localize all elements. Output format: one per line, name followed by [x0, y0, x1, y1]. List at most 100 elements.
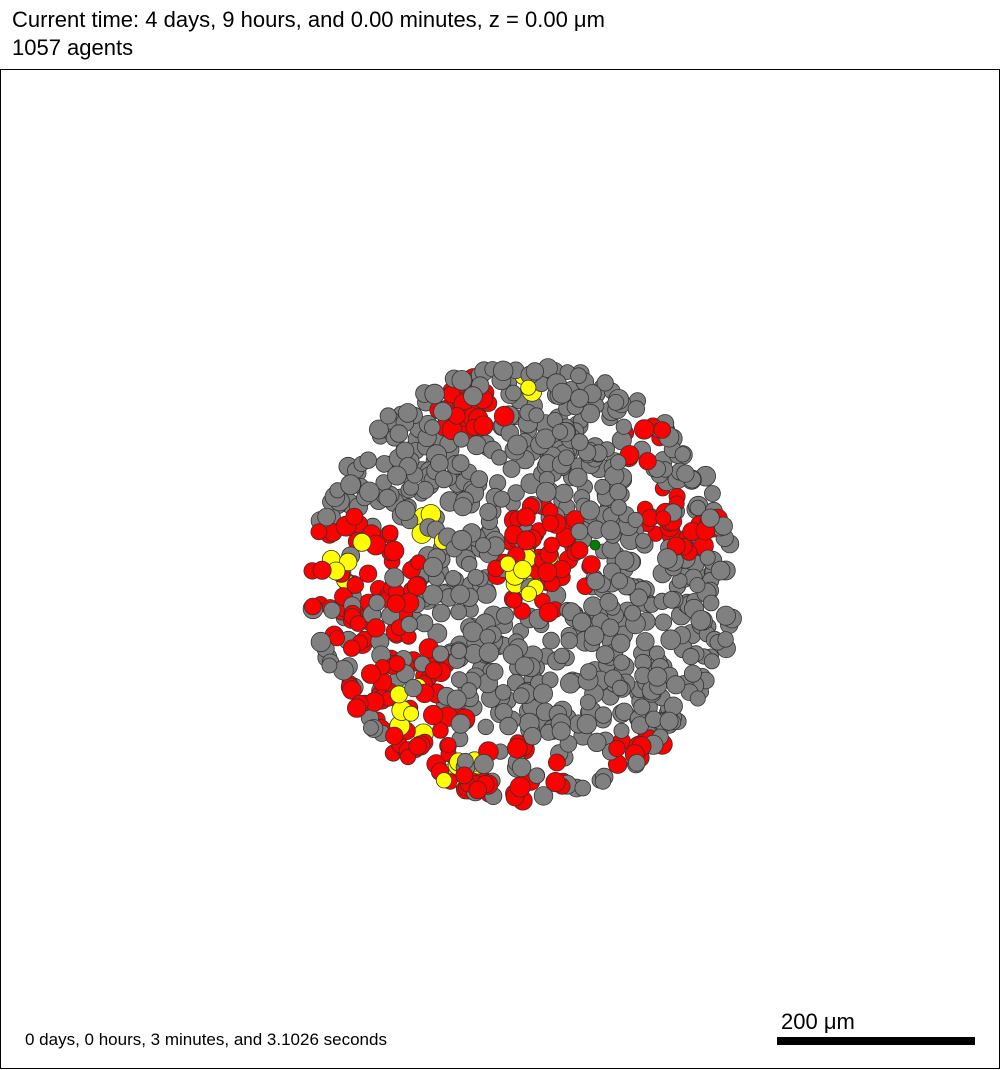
agent-cell — [666, 675, 686, 695]
agent-cell — [317, 507, 336, 527]
agent-cell — [505, 592, 523, 609]
agent-cell — [385, 726, 404, 746]
agent-cell — [683, 664, 702, 683]
agent-cell — [359, 481, 380, 503]
agent-cell — [303, 597, 322, 616]
agent-cell — [445, 570, 462, 587]
agent-cell — [607, 393, 625, 411]
agent-cell — [450, 642, 468, 660]
agent-cell — [551, 423, 569, 440]
agent-cell — [473, 415, 494, 436]
agent-cell — [570, 388, 589, 408]
agent-cell — [613, 654, 630, 671]
agent-cell — [570, 541, 589, 560]
agent-cell — [495, 684, 512, 701]
agent-cell — [433, 401, 453, 422]
agent-cell — [551, 382, 573, 404]
agent-cell — [594, 478, 611, 495]
agent-cell — [560, 673, 581, 694]
agent-cell — [587, 732, 607, 753]
agent-cell — [368, 419, 389, 440]
agent-cell — [580, 403, 601, 424]
agent-cell — [570, 522, 589, 541]
agent-cell — [451, 454, 470, 473]
agent-cell — [450, 584, 471, 605]
agent-cell — [423, 704, 444, 726]
agent-cell — [345, 507, 364, 526]
agent-cell — [572, 612, 592, 632]
agent-cell — [343, 639, 361, 657]
agent-cell — [450, 603, 468, 621]
agent-cell — [477, 718, 495, 736]
agent-cell — [349, 615, 367, 632]
agent-cell — [609, 482, 628, 501]
agent-cell — [479, 628, 496, 646]
cell-cluster — [302, 358, 742, 811]
agent-count-label: 1057 agents — [12, 35, 134, 60]
agent-cell — [702, 594, 720, 612]
agent-cell — [499, 716, 518, 736]
agent-cell — [554, 483, 574, 503]
agent-cell — [506, 737, 528, 759]
agent-cell — [378, 488, 397, 508]
agent-cell — [582, 555, 601, 574]
agent-cell — [381, 524, 399, 542]
agent-cell — [435, 772, 453, 789]
agent-cell — [634, 419, 655, 440]
agent-cell — [541, 514, 559, 532]
agent-cell-green — [589, 539, 601, 551]
agent-cell — [638, 452, 657, 471]
agent-cell — [427, 623, 448, 644]
agent-cell — [535, 481, 557, 503]
agent-cell — [352, 532, 372, 552]
agent-cell — [496, 606, 514, 625]
agent-cell — [558, 449, 575, 467]
agent-cell — [654, 613, 673, 631]
agent-cell — [360, 664, 381, 684]
agent-cell — [493, 405, 515, 427]
agent-cell — [422, 584, 444, 606]
agent-cell — [394, 500, 416, 521]
agent-cell — [567, 467, 588, 488]
agent-cell — [388, 655, 406, 673]
agent-cell — [608, 739, 626, 758]
agent-cell — [657, 548, 678, 569]
agent-cell — [404, 678, 423, 698]
agent-cell — [611, 572, 629, 590]
agent-cell — [386, 594, 406, 613]
agent-cell — [700, 508, 720, 528]
agent-cell — [516, 530, 537, 551]
agent-cell — [505, 384, 522, 402]
agent-cell — [689, 577, 706, 594]
agent-cell — [408, 737, 427, 756]
agent-cell — [312, 560, 332, 580]
agent-cell — [513, 560, 533, 580]
agent-cell — [516, 507, 536, 527]
agent-cell — [543, 536, 560, 554]
agent-cell — [660, 629, 681, 650]
agent-cell — [653, 421, 672, 439]
scale-bar-label: 200 μm — [781, 1009, 855, 1034]
agent-cell — [397, 403, 418, 423]
agent-cell — [461, 555, 478, 573]
agent-cell — [520, 585, 537, 602]
agent-cell — [523, 727, 542, 746]
agent-cell — [493, 360, 514, 382]
agent-cell — [528, 767, 545, 784]
agent-cell — [395, 441, 415, 461]
agent-cell — [553, 647, 571, 665]
agent-cell — [600, 520, 621, 541]
agent-cell — [594, 706, 613, 724]
agent-cell — [358, 564, 378, 583]
agent-cell — [717, 631, 734, 648]
current-time-label: Current time: 4 days, 9 hours, and 0.00 … — [12, 7, 605, 32]
agent-cell — [424, 661, 443, 680]
agent-cell — [533, 683, 554, 704]
agent-cell — [689, 690, 706, 707]
elapsed-time-label: 0 days, 0 hours, 3 minutes, and 3.1026 s… — [25, 1030, 387, 1049]
agent-cell — [689, 499, 706, 516]
agent-cell — [509, 776, 531, 798]
agent-cell — [470, 470, 489, 489]
agent-cell — [635, 632, 655, 651]
agent-cell — [493, 490, 511, 508]
